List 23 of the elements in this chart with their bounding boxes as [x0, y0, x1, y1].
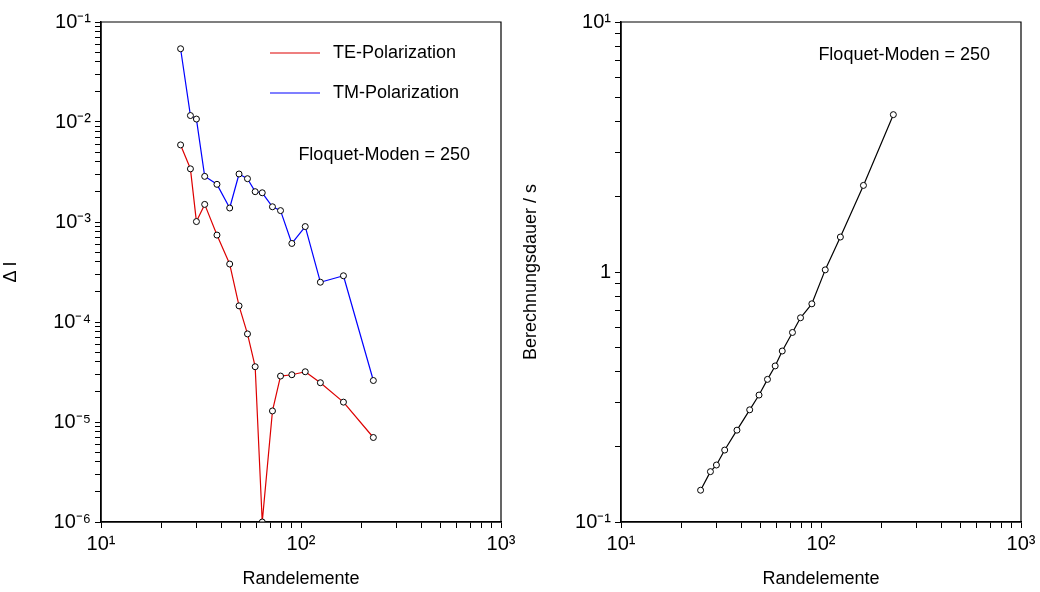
- x-tick-label: 10³: [1006, 531, 1036, 554]
- x-tick-label: 10¹: [606, 531, 636, 554]
- y-tick-label: 10⁻⁴: [53, 309, 91, 332]
- y-axis-title: Berechnungsdauer / s: [519, 183, 540, 361]
- x-axis-title: Randelemente: [762, 568, 880, 589]
- y-tick-label: 10⁻⁵: [53, 409, 91, 432]
- y-tick-label: 10⁻¹: [55, 9, 92, 32]
- legend-label: TE-Polarization: [333, 41, 457, 62]
- y-tick-label: 10⁻³: [55, 209, 92, 232]
- y-tick-label: 10⁻¹: [575, 509, 612, 532]
- x-tick-label: 10²: [806, 531, 836, 554]
- x-tick-label: 10³: [486, 531, 516, 554]
- y-tick-label: 10⁻²: [55, 109, 92, 132]
- x-tick-label: 10¹: [86, 531, 116, 554]
- y-tick-label: 10⁻⁶: [53, 509, 91, 532]
- y-axis-title: Δ I: [0, 261, 20, 283]
- x-tick-label: 10²: [286, 531, 316, 554]
- legend-label: TM-Polarization: [333, 81, 460, 102]
- y-tick-label: 1: [599, 259, 611, 282]
- annotation: Floquet-Moden = 250: [298, 143, 470, 164]
- y-tick-label: 10¹: [582, 9, 612, 32]
- x-axis-title: Randelemente: [242, 568, 360, 589]
- annotation: Floquet-Moden = 250: [818, 43, 990, 64]
